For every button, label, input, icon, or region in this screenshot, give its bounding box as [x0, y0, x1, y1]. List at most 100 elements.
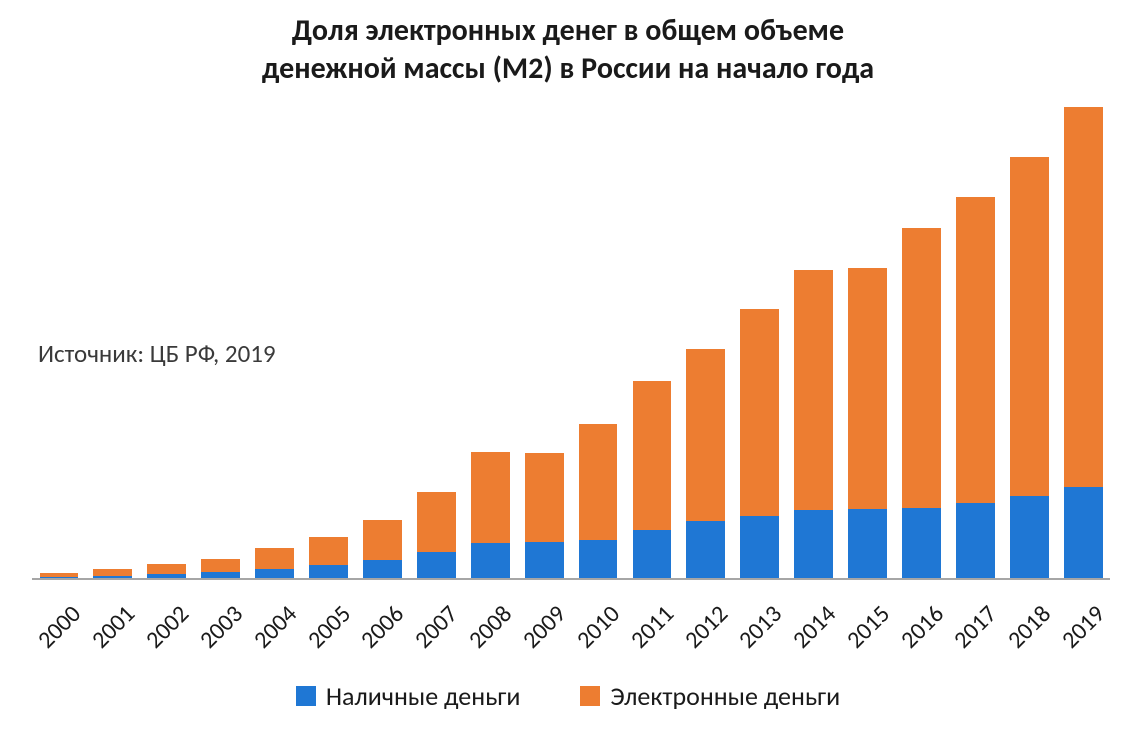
x-axis-label: 2016: [895, 600, 950, 655]
bar-segment-cash: [525, 542, 564, 580]
x-axis-label: 2004: [248, 600, 303, 655]
bar-segment-emoney: [309, 537, 348, 565]
bar: [525, 453, 564, 580]
bar-segment-cash: [579, 540, 618, 580]
bar-slot: [895, 102, 949, 580]
x-axis-label: 2005: [302, 600, 357, 655]
bar-segment-cash: [363, 560, 402, 580]
bar-segment-cash: [1064, 487, 1103, 580]
chart-title: Доля электронных денег в общем объеме де…: [0, 12, 1136, 87]
bar: [794, 270, 833, 580]
bar-slot: [86, 102, 140, 580]
bar-segment-cash: [417, 552, 456, 580]
bar-slot: [571, 102, 625, 580]
x-label-slot: 2006: [355, 586, 409, 646]
bar-slot: [679, 102, 733, 580]
chart-title-line2: денежной массы (M2) в России на начало г…: [0, 50, 1136, 88]
bar-slot: [625, 102, 679, 580]
x-axis-label: 2010: [571, 600, 626, 655]
bar-slot: [948, 102, 1002, 580]
bar: [417, 492, 456, 580]
bar-segment-emoney: [686, 349, 725, 521]
x-axis-label: 2012: [679, 600, 734, 655]
legend: Наличные деньги Электронные деньги: [0, 680, 1136, 712]
bar-segment-emoney: [147, 564, 186, 574]
x-label-slot: 2017: [948, 586, 1002, 646]
bar-segment-cash: [686, 521, 725, 580]
legend-item-cash: Наличные деньги: [296, 680, 521, 712]
x-axis-label: 2015: [841, 600, 896, 655]
bar: [201, 559, 240, 580]
bar-segment-emoney: [794, 270, 833, 511]
x-label-slot: 2015: [841, 586, 895, 646]
legend-swatch: [296, 686, 316, 706]
legend-label: Электронные деньги: [610, 680, 840, 712]
x-label-slot: 2004: [248, 586, 302, 646]
x-label-slot: 2013: [733, 586, 787, 646]
legend-swatch: [580, 686, 600, 706]
bar-segment-emoney: [93, 569, 132, 576]
bar: [956, 197, 995, 580]
bar-segment-cash: [848, 509, 887, 580]
bar-segment-emoney: [902, 228, 941, 508]
x-axis-label: 2009: [517, 600, 572, 655]
bar-slot: [463, 102, 517, 580]
bar-slot: [1002, 102, 1056, 580]
legend-item-emoney: Электронные деньги: [580, 680, 840, 712]
bar-segment-emoney: [255, 548, 294, 568]
bar-slot: [302, 102, 356, 580]
bar: [363, 520, 402, 580]
bar: [309, 537, 348, 580]
bar-segment-emoney: [201, 559, 240, 573]
bar-segment-emoney: [1064, 107, 1103, 487]
bar: [686, 349, 725, 580]
bar: [579, 424, 618, 580]
bar-slot: [32, 102, 86, 580]
bar-slot: [1056, 102, 1110, 580]
bar-slot: [355, 102, 409, 580]
chart-container: Доля электронных денег в общем объеме де…: [0, 0, 1136, 729]
bar-segment-emoney: [525, 453, 564, 543]
x-axis-label: 2006: [355, 600, 410, 655]
bar-slot: [787, 102, 841, 580]
x-axis-label: 2008: [463, 600, 518, 655]
legend-label: Наличные деньги: [326, 680, 521, 712]
x-label-slot: 2014: [787, 586, 841, 646]
bar-segment-cash: [794, 510, 833, 580]
bar: [255, 548, 294, 580]
x-label-slot: 2018: [1002, 586, 1056, 646]
bar-segment-emoney: [740, 309, 779, 515]
bar-segment-emoney: [956, 197, 995, 503]
x-axis-label: 2002: [140, 600, 195, 655]
bar-segment-cash: [956, 503, 995, 580]
bar: [1010, 157, 1049, 580]
x-axis-labels: 2000200120022003200420052006200720082009…: [32, 586, 1110, 646]
x-axis-label: 2013: [733, 600, 788, 655]
x-axis-label: 2018: [1002, 600, 1057, 655]
x-label-slot: 2003: [194, 586, 248, 646]
x-label-slot: 2001: [86, 586, 140, 646]
x-label-slot: 2011: [625, 586, 679, 646]
x-axis-label: 2003: [194, 600, 249, 655]
plot-area: [32, 102, 1110, 580]
bar-slot: [733, 102, 787, 580]
x-label-slot: 2007: [409, 586, 463, 646]
x-label-slot: 2005: [302, 586, 356, 646]
bars-container: [32, 102, 1110, 580]
x-axis-label: 2019: [1056, 600, 1111, 655]
bar-segment-emoney: [1010, 157, 1049, 496]
bar: [471, 452, 510, 580]
x-label-slot: 2002: [140, 586, 194, 646]
bar-slot: [517, 102, 571, 580]
bar-segment-emoney: [579, 424, 618, 540]
chart-title-line1: Доля электронных денег в общем объеме: [0, 12, 1136, 50]
x-axis-line: [32, 578, 1110, 580]
bar: [740, 309, 779, 580]
bar-segment-cash: [740, 516, 779, 580]
x-axis-label: 2011: [625, 600, 680, 655]
bar-segment-emoney: [363, 520, 402, 560]
x-label-slot: 2012: [679, 586, 733, 646]
x-axis-label: 2007: [409, 600, 464, 655]
bar-segment-cash: [1010, 496, 1049, 580]
x-label-slot: 2000: [32, 586, 86, 646]
